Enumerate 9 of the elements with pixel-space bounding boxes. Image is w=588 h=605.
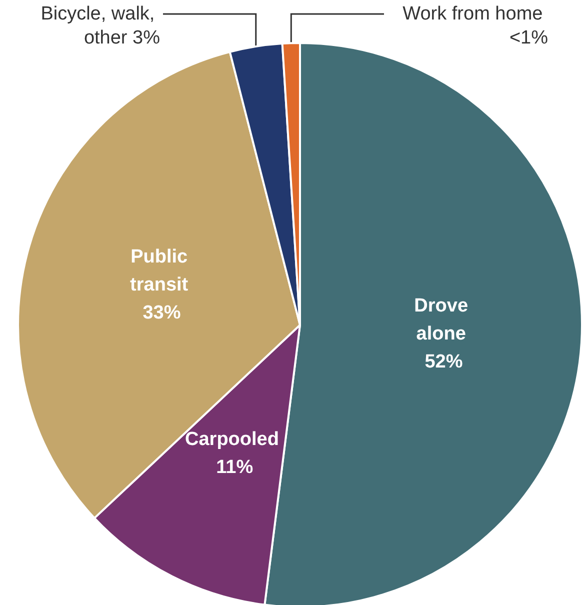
slice-label: Public transit [130, 246, 194, 296]
slice-label: Work from home [402, 4, 548, 24]
data-label: <1% [509, 28, 548, 48]
data-label: 33% [142, 302, 181, 324]
slice-label: Drove alone [414, 296, 474, 345]
data-label: 52% [424, 352, 463, 373]
data-label: 11% [216, 456, 254, 478]
slice-label: Carpooled [185, 428, 284, 450]
slice-label: Bicycle, walk, other 3% [40, 4, 160, 48]
